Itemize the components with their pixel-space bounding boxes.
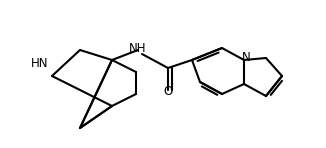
Text: NH: NH [129, 42, 147, 55]
Text: HN: HN [31, 57, 48, 70]
Text: N: N [242, 51, 250, 64]
Text: O: O [163, 85, 173, 98]
